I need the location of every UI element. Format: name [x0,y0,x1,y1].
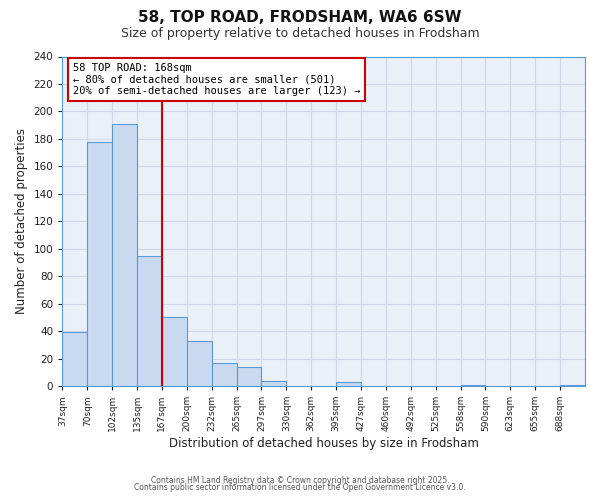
Bar [187,340,212,386]
Text: Contains HM Land Registry data © Crown copyright and database right 2025.: Contains HM Land Registry data © Crown c… [151,476,449,485]
Bar [461,384,485,386]
Bar [236,367,262,386]
Text: Contains public sector information licensed under the Open Government Licence v3: Contains public sector information licen… [134,484,466,492]
Bar [62,332,87,386]
Bar [212,362,236,386]
Bar [112,124,137,386]
Bar [560,384,585,386]
Y-axis label: Number of detached properties: Number of detached properties [15,128,28,314]
Text: Size of property relative to detached houses in Frodsham: Size of property relative to detached ho… [121,28,479,40]
Bar [137,256,162,386]
X-axis label: Distribution of detached houses by size in Frodsham: Distribution of detached houses by size … [169,437,479,450]
Bar [262,380,286,386]
Bar [87,142,112,386]
Bar [162,318,187,386]
Text: 58 TOP ROAD: 168sqm
← 80% of detached houses are smaller (501)
20% of semi-detac: 58 TOP ROAD: 168sqm ← 80% of detached ho… [73,63,360,96]
Bar [336,382,361,386]
Text: 58, TOP ROAD, FRODSHAM, WA6 6SW: 58, TOP ROAD, FRODSHAM, WA6 6SW [138,10,462,25]
